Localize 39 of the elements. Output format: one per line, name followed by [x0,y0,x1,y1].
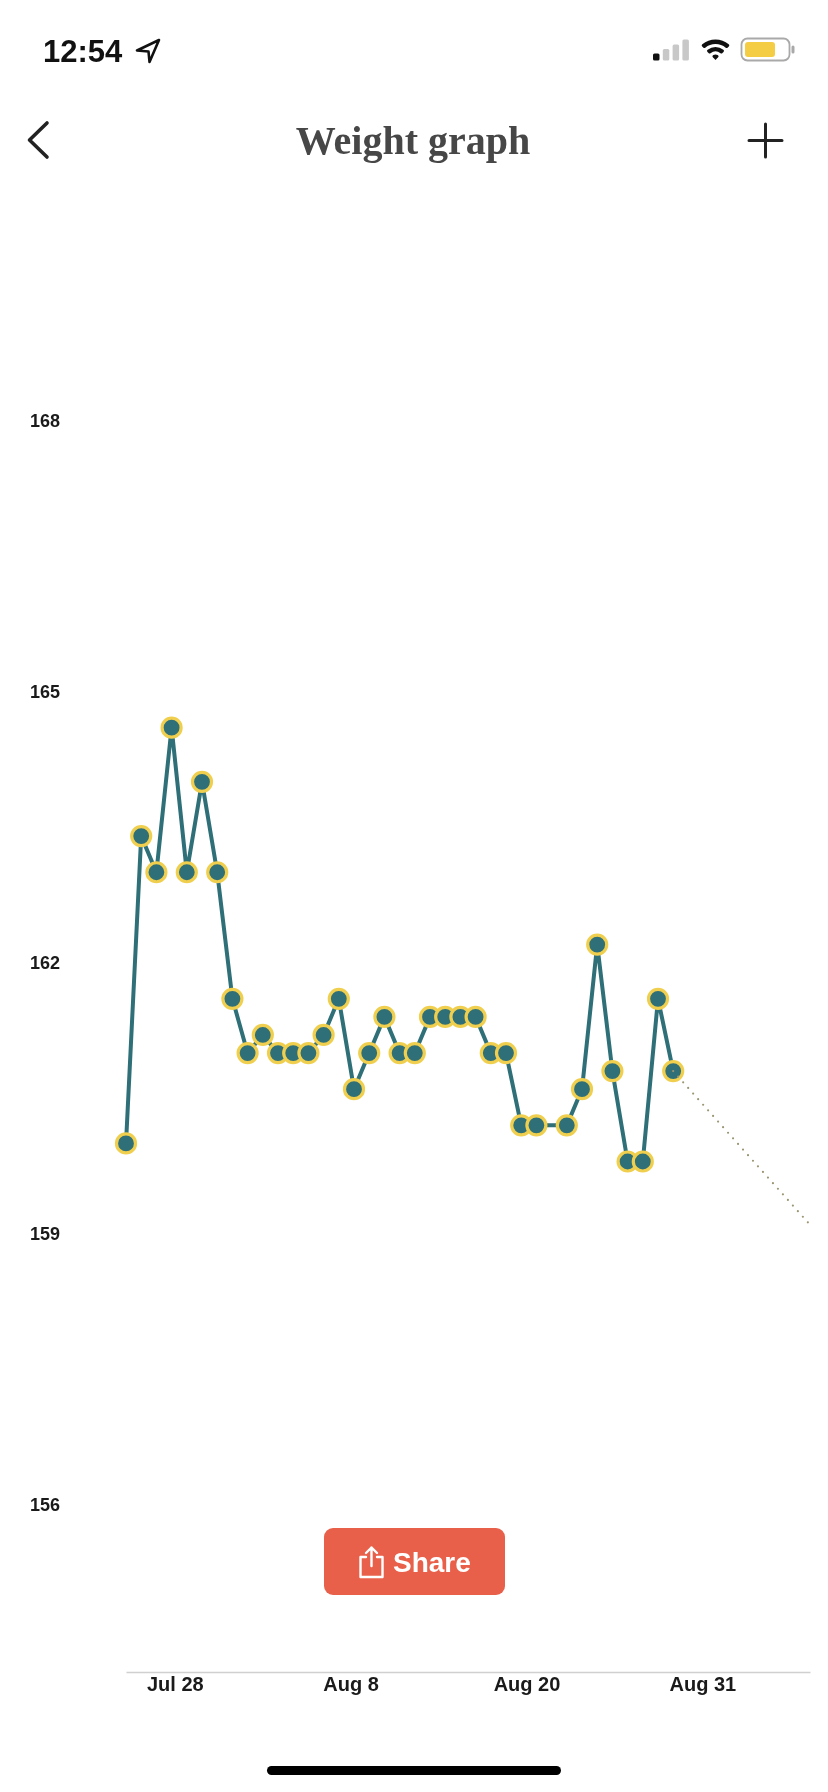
y-tick-label: 159 [29,1224,60,1245]
point [555,1114,578,1137]
y-tick-label: 162 [29,952,60,973]
point [251,1023,274,1047]
point [631,1150,654,1173]
point [206,861,229,884]
point [160,716,183,739]
y-tick-label: 168 [29,410,60,431]
text: Share [393,1547,471,1578]
point [662,1060,685,1083]
point [646,987,670,1010]
point [114,1132,138,1155]
point [130,825,153,848]
chart-title: Weight graph [295,118,531,163]
x-tick-label: Aug 31 [669,1673,737,1696]
x-tick-label: Aug 20 [493,1673,561,1696]
point [145,861,168,884]
x-tick-label: Jul 28 [146,1673,204,1696]
point [312,1023,335,1047]
point [236,1041,259,1065]
point [342,1078,366,1101]
point [327,987,350,1010]
point [190,770,214,793]
y-tick-label: 156 [29,1495,60,1516]
point [297,1041,320,1065]
point [601,1060,624,1083]
point [175,861,198,884]
point [464,1005,487,1028]
point [494,1041,518,1065]
text: 12:54 [43,34,124,69]
point [586,933,609,956]
point [403,1041,426,1065]
point [358,1041,381,1065]
point [525,1114,548,1137]
y-tick-label: 165 [29,681,60,702]
point [373,1005,396,1028]
x-tick-label: Aug 8 [323,1673,379,1696]
point [570,1078,594,1101]
point [221,987,244,1010]
